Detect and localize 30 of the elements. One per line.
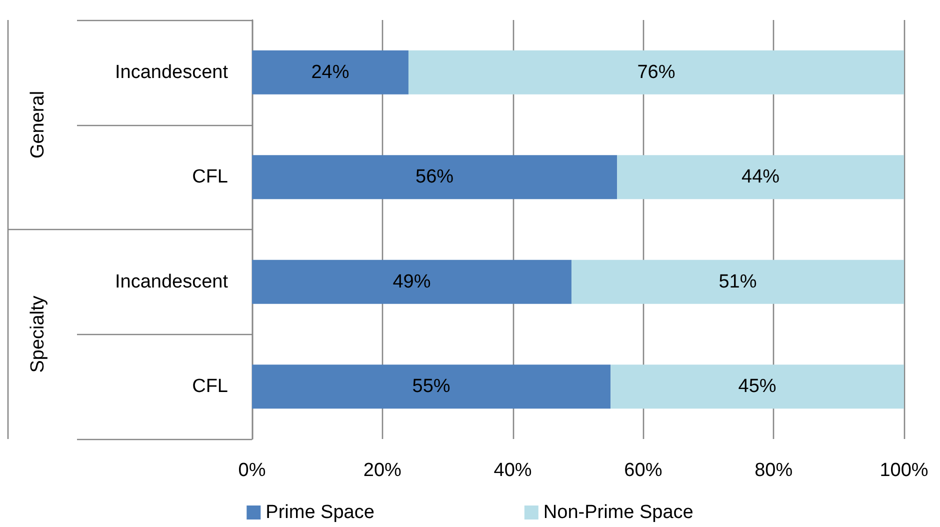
x-tick-label: 100% xyxy=(880,460,928,481)
text: General xyxy=(28,90,48,159)
data-label: 56% xyxy=(416,166,454,188)
y-tick-label: Incandescent xyxy=(114,62,229,83)
text: Specialty xyxy=(28,295,48,373)
data-label: 49% xyxy=(392,271,431,292)
x-tick-label: 20% xyxy=(363,460,402,481)
y-tick-label: CFL xyxy=(192,376,228,398)
bar xyxy=(408,50,904,94)
bar xyxy=(252,50,408,94)
bar xyxy=(252,260,572,304)
legend-label: Prime Space xyxy=(266,502,374,523)
bar xyxy=(571,260,904,304)
data-label: 45% xyxy=(738,376,776,398)
y-tick-label: CFL xyxy=(192,166,228,188)
bar xyxy=(610,364,904,409)
data-label: 51% xyxy=(718,271,757,292)
y-tick-label: Incandescent xyxy=(114,271,229,292)
x-tick-label: 40% xyxy=(494,460,532,481)
x-tick-label: 80% xyxy=(754,460,793,481)
x-tick-label: 60% xyxy=(624,460,662,481)
data-label: 55% xyxy=(412,376,450,398)
data-label: 76% xyxy=(637,62,676,83)
bar xyxy=(252,155,618,200)
x-tick-label: 0% xyxy=(238,460,266,481)
bar xyxy=(252,364,611,409)
data-label: 24% xyxy=(311,62,350,83)
bar xyxy=(617,155,904,200)
legend-label: Non-Prime Space xyxy=(543,502,694,523)
data-label: 44% xyxy=(742,166,780,188)
